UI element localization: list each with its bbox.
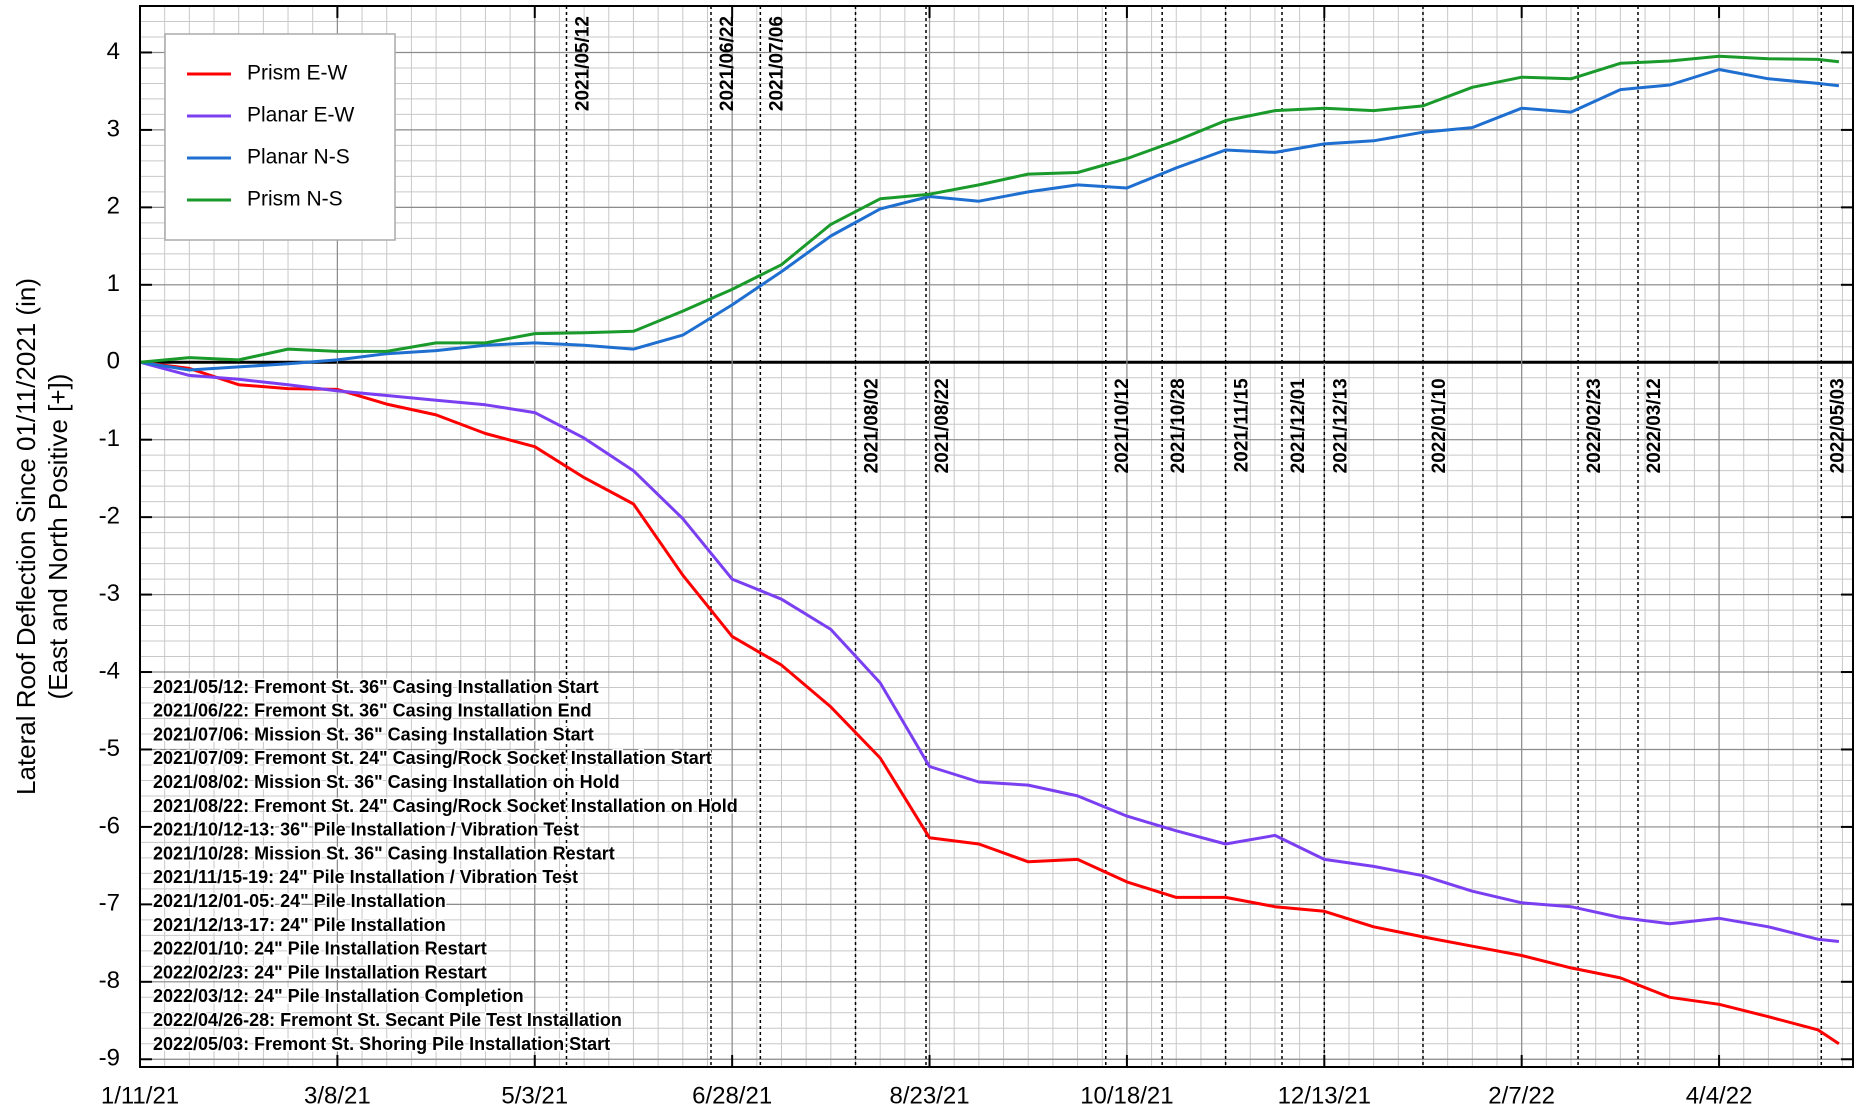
event-label: 2022/02/23 [1584, 378, 1605, 473]
series-line [139, 68, 1840, 372]
annotation: 2021/05/12: Fremont St. 36" Casing Insta… [153, 677, 599, 697]
annotation: 2022/02/23: 24" Pile Installation Restar… [153, 962, 487, 982]
annotation: 2021/12/13-17: 24" Pile Installation [153, 915, 446, 935]
y-tick-label: 2 [107, 193, 120, 220]
y-tick-label: 0 [107, 348, 120, 375]
annotation: 2021/10/28: Mission St. 36" Casing Insta… [153, 843, 615, 863]
annotation: 2022/01/10: 24" Pile Installation Restar… [153, 939, 487, 959]
y-tick-label: -8 [99, 967, 120, 994]
y-tick-label: -7 [99, 890, 120, 917]
event-label: 2021/10/28 [1168, 378, 1189, 473]
legend-label: Prism N-S [247, 188, 343, 211]
y-tick-label: -5 [99, 735, 120, 762]
event-label: 2021/11/15 [1232, 378, 1253, 472]
x-tick-label: 6/28/21 [692, 1082, 772, 1109]
y-tick-label: -3 [99, 580, 120, 607]
y-axis-label: Lateral Roof Deflection Since 01/11/2021… [11, 278, 41, 795]
event-label: 2021/08/22 [932, 378, 953, 473]
annotation: 2021/06/22: Fremont St. 36" Casing Insta… [153, 701, 592, 721]
annotation: 2021/10/12-13: 36" Pile Installation / V… [153, 820, 579, 840]
annotation: 2022/05/03: Fremont St. Shoring Pile Ins… [153, 1034, 610, 1054]
event-label: 2021/12/01 [1288, 378, 1309, 474]
legend-box [164, 33, 396, 241]
y-tick-label: 3 [107, 115, 120, 142]
legend-label: Prism E-W [247, 62, 347, 85]
series-line [139, 54, 1840, 364]
y-tick-label: 4 [107, 38, 120, 65]
legend-label: Planar N-S [247, 146, 350, 169]
y-tick-label: -9 [99, 1045, 120, 1072]
legend-label: Planar E-W [247, 104, 355, 127]
event-label: 2021/10/12 [1112, 378, 1133, 473]
event-label: 2022/01/10 [1429, 378, 1450, 473]
x-tick-label: 10/18/21 [1080, 1082, 1173, 1109]
y-tick-label: -2 [99, 502, 120, 529]
x-tick-label: 12/13/21 [1278, 1082, 1371, 1109]
x-tick-label: 1/11/21 [101, 1082, 179, 1109]
annotation: 2022/04/26-28: Fremont St. Secant Pile T… [153, 1010, 622, 1030]
x-tick-label: 2/7/22 [1488, 1082, 1555, 1109]
y-tick-label: -1 [99, 425, 120, 452]
series-line [139, 360, 1840, 943]
annotation: 2022/03/12: 24" Pile Installation Comple… [153, 986, 524, 1006]
x-tick-label: 8/23/21 [889, 1082, 969, 1109]
x-tick-label: 5/3/21 [501, 1082, 568, 1109]
event-label: 2021/07/06 [766, 16, 787, 111]
annotation: 2021/07/06: Mission St. 36" Casing Insta… [153, 724, 594, 744]
y-axis-label: (East and North Positive [+]) [43, 374, 73, 700]
series-line [139, 360, 1840, 1046]
event-label: 2022/03/12 [1644, 378, 1665, 473]
x-tick-label: 4/4/22 [1686, 1082, 1753, 1109]
event-label: 2022/05/03 [1827, 378, 1848, 473]
annotation: 2021/12/01-05: 24" Pile Installation [153, 891, 446, 911]
annotation: 2021/11/15-19: 24" Pile Installation / V… [153, 867, 578, 887]
plot-background [140, 6, 1853, 1067]
event-label: 2021/08/02 [862, 378, 883, 473]
annotation: 2021/08/02: Mission St. 36" Casing Insta… [153, 772, 620, 792]
event-label: 2021/06/22 [717, 16, 738, 111]
plot-frame [139, 5, 1854, 1068]
annotation: 2021/07/09: Fremont St. 24" Casing/Rock … [153, 748, 712, 768]
y-tick-label: -4 [99, 657, 120, 684]
y-tick-label: 1 [107, 270, 120, 297]
x-tick-label: 3/8/21 [304, 1082, 371, 1109]
event-label: 2021/05/12 [573, 16, 594, 111]
y-tick-label: -6 [99, 812, 120, 839]
annotation: 2021/08/22: Fremont St. 24" Casing/Rock … [153, 796, 738, 816]
event-label: 2021/12/13 [1330, 378, 1351, 473]
